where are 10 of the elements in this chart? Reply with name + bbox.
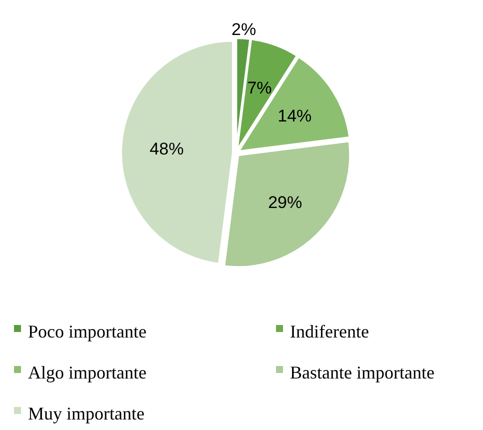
legend-label: Bastante importante [290,362,434,382]
legend-label: Muy importante [28,403,144,424]
data-label: 29% [268,193,302,212]
data-label: 14% [278,106,312,126]
data-label: 2% [231,20,256,40]
legend-label: Algo importante [28,362,146,382]
legend-label: Poco importante [28,321,146,342]
data-label: 7% [247,78,272,98]
legend-label: Indiferente [290,321,369,342]
data-label: 48% [150,140,184,159]
